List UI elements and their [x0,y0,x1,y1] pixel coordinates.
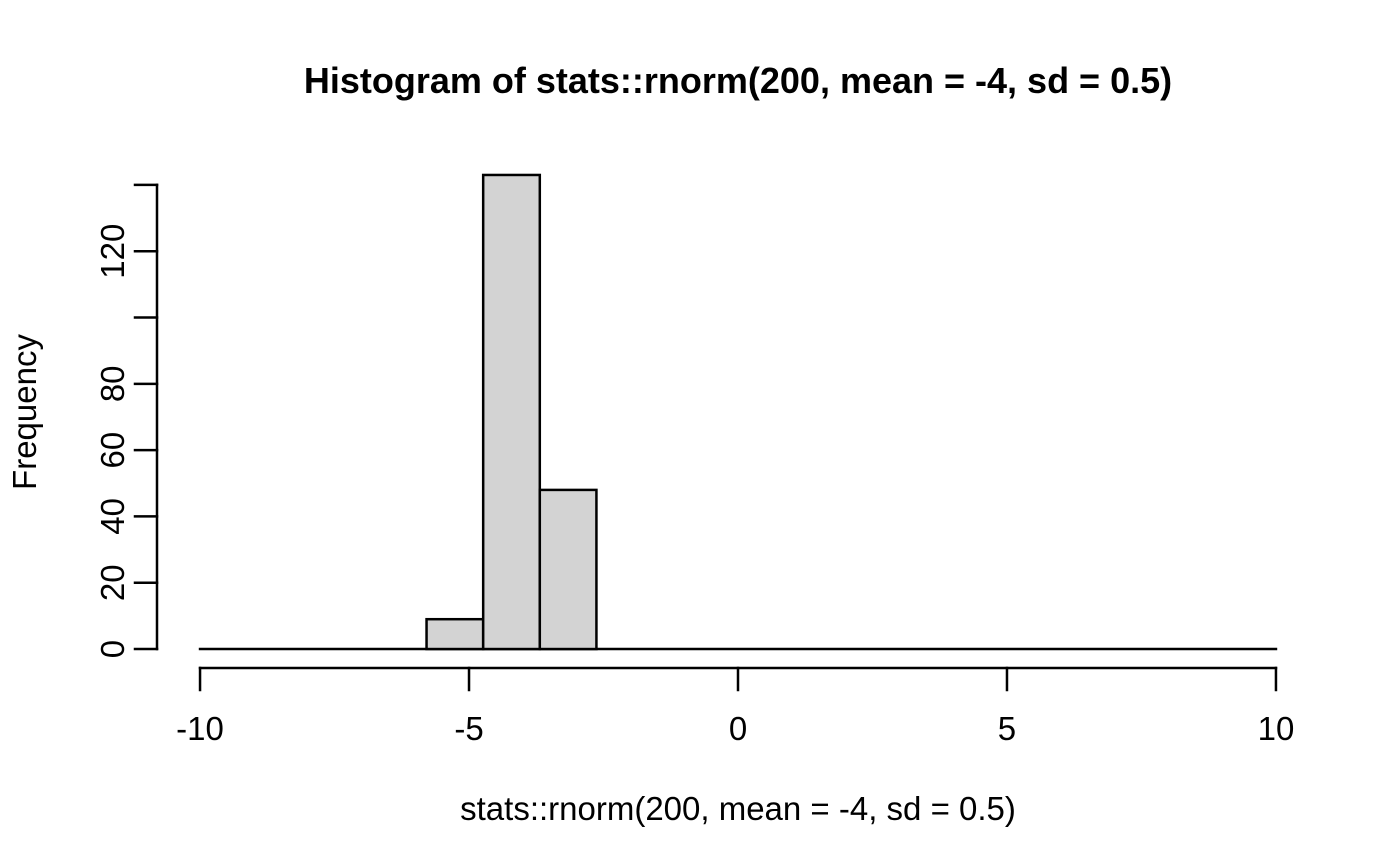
y-tick-label: 40 [94,498,131,535]
x-tick-label: 5 [998,710,1016,747]
x-tick-label: -5 [454,710,483,747]
y-tick-label: 0 [94,640,131,658]
y-tick-label: 120 [94,224,131,279]
y-tick-label: 60 [94,432,131,469]
histogram-bar [425,617,485,651]
y-axis-label: Frequency [6,334,43,490]
x-axis-label: stats::rnorm(200, mean = -4, sd = 0.5) [460,790,1016,827]
chart-title: Histogram of stats::rnorm(200, mean = -4… [304,60,1172,101]
histogram-bar [538,488,598,651]
x-tick-label: 10 [1258,710,1295,747]
y-tick-label: 20 [94,564,131,601]
y-axis: 0 20 40 60 80 120 [94,183,159,658]
y-tick-label: 80 [94,365,131,402]
bars-layer [198,173,1278,651]
x-tick-label: 0 [729,710,747,747]
x-axis: -10 -5 0 5 10 [176,666,1295,747]
histogram-bar [481,173,542,651]
x-tick-label: -10 [176,710,224,747]
